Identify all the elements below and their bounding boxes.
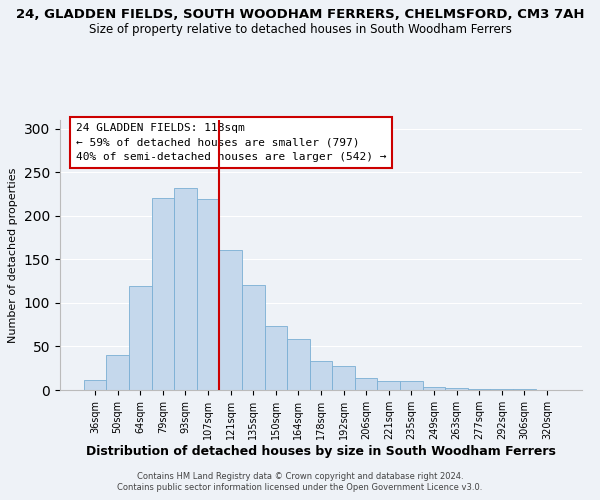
Bar — [174, 188, 197, 390]
Bar — [490, 389, 513, 390]
Bar — [197, 200, 220, 390]
Y-axis label: Number of detached properties: Number of detached properties — [8, 168, 19, 342]
Bar — [445, 388, 468, 390]
Bar — [129, 286, 152, 390]
Bar — [84, 380, 106, 390]
Text: Contains public sector information licensed under the Open Government Licence v3: Contains public sector information licen… — [118, 484, 482, 492]
Bar — [355, 378, 377, 390]
Bar — [220, 250, 242, 390]
Bar — [106, 355, 129, 390]
Bar — [287, 338, 310, 390]
X-axis label: Distribution of detached houses by size in South Woodham Ferrers: Distribution of detached houses by size … — [86, 445, 556, 458]
Bar — [152, 198, 174, 390]
Text: 24 GLADDEN FIELDS: 118sqm
← 59% of detached houses are smaller (797)
40% of semi: 24 GLADDEN FIELDS: 118sqm ← 59% of detac… — [76, 122, 386, 162]
Bar — [377, 382, 400, 390]
Bar — [400, 382, 422, 390]
Bar — [310, 362, 332, 390]
Bar — [265, 326, 287, 390]
Bar — [332, 366, 355, 390]
Bar — [422, 388, 445, 390]
Text: Contains HM Land Registry data © Crown copyright and database right 2024.: Contains HM Land Registry data © Crown c… — [137, 472, 463, 481]
Text: 24, GLADDEN FIELDS, SOUTH WOODHAM FERRERS, CHELMSFORD, CM3 7AH: 24, GLADDEN FIELDS, SOUTH WOODHAM FERRER… — [16, 8, 584, 20]
Text: Size of property relative to detached houses in South Woodham Ferrers: Size of property relative to detached ho… — [89, 22, 511, 36]
Bar — [513, 389, 536, 390]
Bar — [468, 389, 490, 390]
Bar — [242, 286, 265, 390]
